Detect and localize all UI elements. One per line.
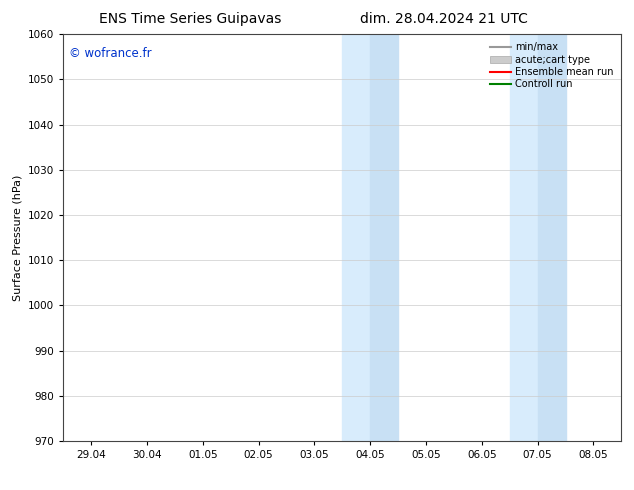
- Bar: [510, 34, 538, 441]
- Bar: [370, 34, 398, 441]
- Text: ENS Time Series Guipavas: ENS Time Series Guipavas: [99, 12, 281, 26]
- Y-axis label: Surface Pressure (hPa): Surface Pressure (hPa): [13, 174, 23, 301]
- Text: dim. 28.04.2024 21 UTC: dim. 28.04.2024 21 UTC: [360, 12, 527, 26]
- Bar: [538, 34, 566, 441]
- Bar: [342, 34, 370, 441]
- Text: © wofrance.fr: © wofrance.fr: [69, 47, 152, 59]
- Legend: min/max, acute;cart type, Ensemble mean run, Controll run: min/max, acute;cart type, Ensemble mean …: [487, 39, 616, 92]
